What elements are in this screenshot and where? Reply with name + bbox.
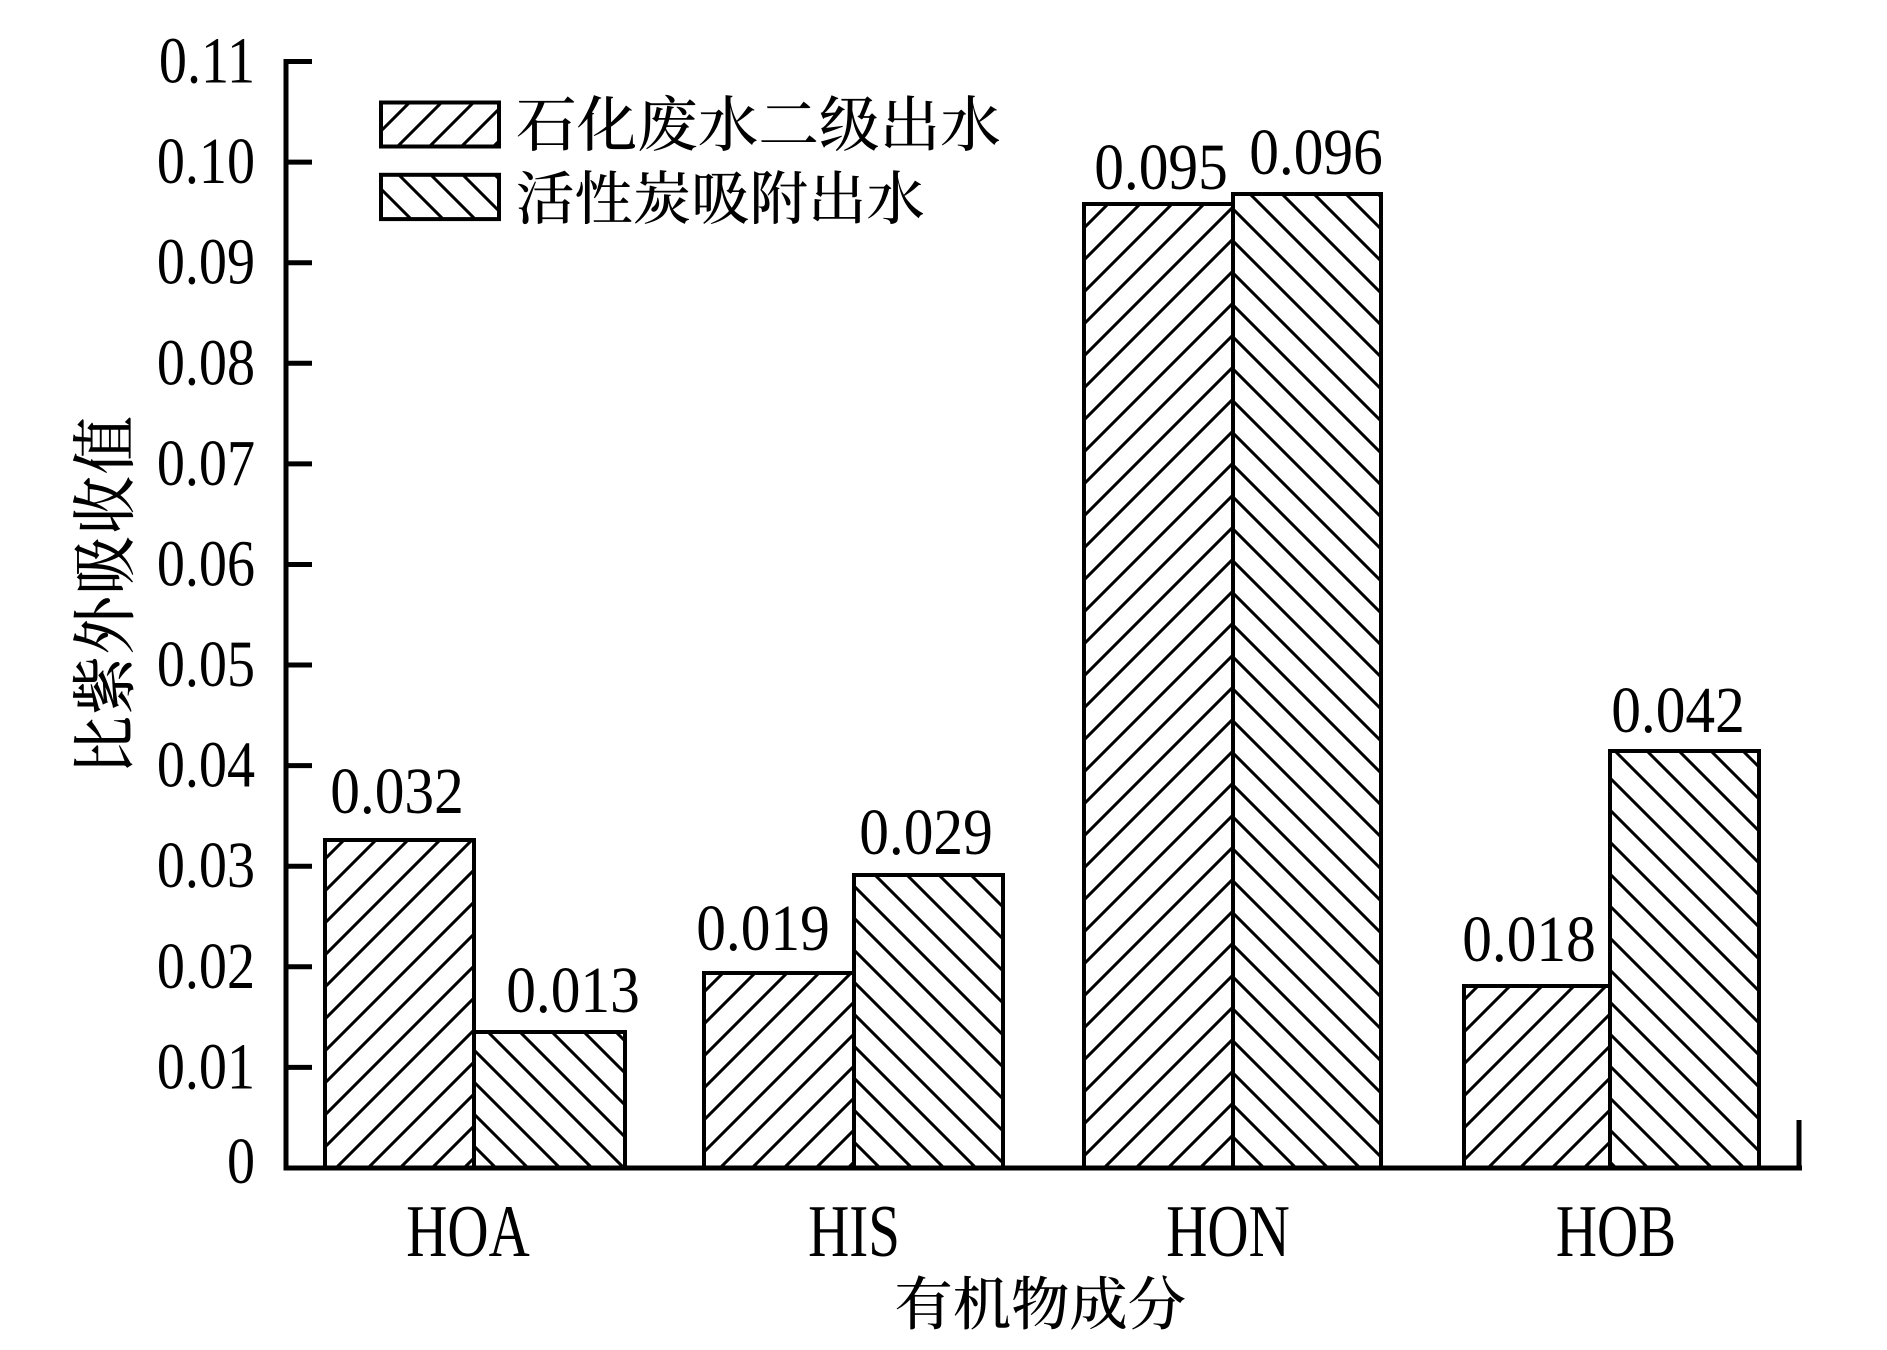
svg-text:0: 0	[227, 1125, 255, 1198]
svg-text:0.095: 0.095	[1094, 130, 1228, 204]
svg-text:0.11: 0.11	[159, 24, 255, 97]
svg-text:0.05: 0.05	[157, 628, 255, 701]
svg-text:0.07: 0.07	[157, 427, 255, 500]
svg-text:0.04: 0.04	[157, 728, 255, 801]
svg-text:0.013: 0.013	[506, 953, 640, 1027]
svg-text:HIS: HIS	[808, 1191, 900, 1273]
svg-text:0.032: 0.032	[330, 754, 464, 828]
svg-text:0.09: 0.09	[157, 226, 255, 299]
svg-text:HOB: HOB	[1556, 1191, 1676, 1273]
svg-text:0.018: 0.018	[1462, 902, 1596, 976]
svg-text:0.042: 0.042	[1611, 673, 1745, 747]
svg-text:HON: HON	[1166, 1191, 1289, 1273]
svg-text:0.019: 0.019	[696, 891, 830, 965]
svg-text:0.096: 0.096	[1249, 115, 1383, 189]
svg-text:0.06: 0.06	[157, 527, 255, 600]
svg-text:0.01: 0.01	[157, 1030, 255, 1103]
svg-text:0.08: 0.08	[157, 326, 255, 399]
svg-text:0.029: 0.029	[859, 795, 993, 869]
svg-text:0.02: 0.02	[157, 930, 255, 1003]
svg-text:0.10: 0.10	[157, 125, 255, 198]
svg-text:HOA: HOA	[406, 1191, 530, 1273]
svg-text:0.03: 0.03	[157, 829, 255, 902]
